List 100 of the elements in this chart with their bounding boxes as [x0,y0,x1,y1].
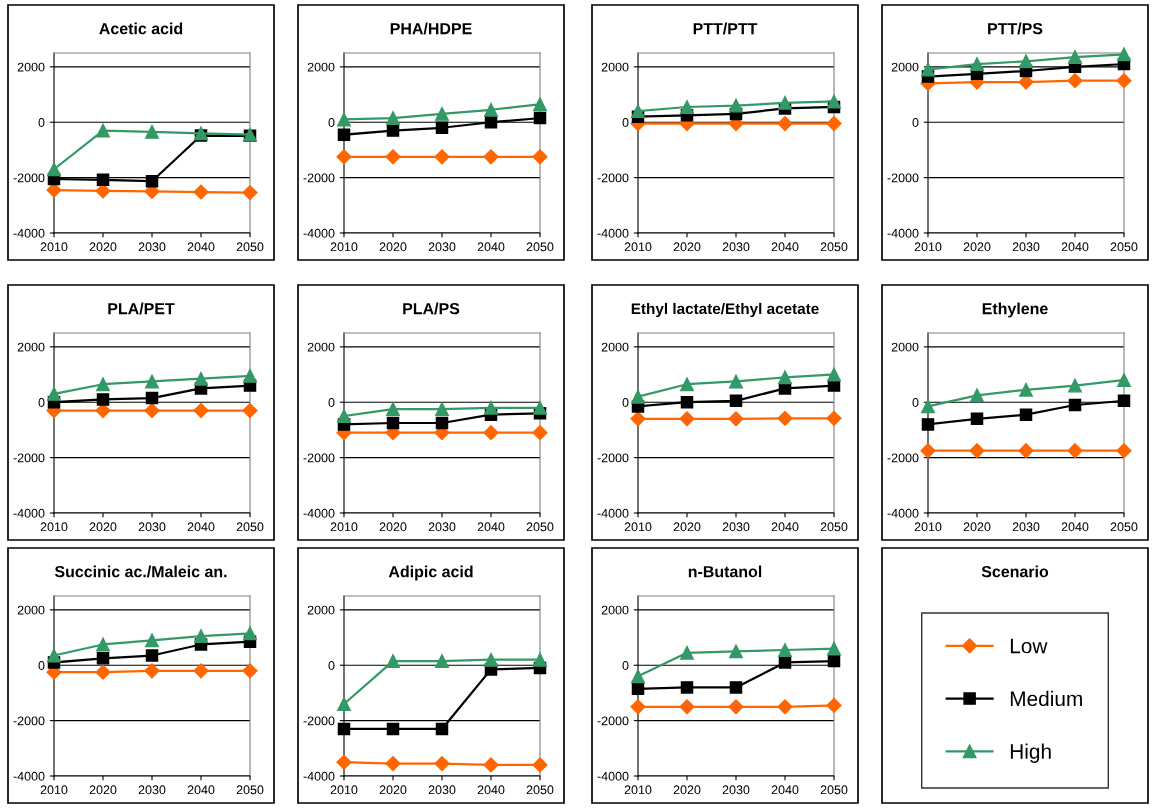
x-tick-label: 2030 [138,522,166,532]
x-tick-label: 2040 [187,242,215,252]
x-tick-label: 2010 [624,522,652,532]
y-tick-label: -4000 [13,771,45,781]
y-tick-label: 2000 [891,342,919,352]
x-tick-label: 2010 [40,785,68,795]
y-tick-label: 0 [912,398,919,407]
y-tick-label: -2000 [13,173,45,183]
y-tick-label: -4000 [303,228,335,238]
x-tick-label: 2030 [722,785,750,795]
y-tick-label: 2000 [17,342,45,352]
x-tick-label: 2010 [330,785,358,795]
y-tick-label: 0 [622,398,629,407]
x-tick-label: 2040 [771,785,799,795]
y-tick-label: -2000 [303,173,335,183]
y-tick-label: -2000 [887,173,919,183]
x-tick-label: 2050 [236,242,264,252]
chart-title: Ethylene [982,302,1048,318]
chart-title: PTT/PTT [693,22,758,35]
y-tick-label: 2000 [307,62,335,72]
legend-label: High [1010,743,1051,763]
x-tick-label: 2030 [428,242,456,252]
chart-title: Acetic acid [99,22,183,35]
y-tick-label: -4000 [597,228,629,238]
y-tick-label: 2000 [307,342,335,352]
y-tick-label: -4000 [303,771,335,781]
y-tick-label: -2000 [597,173,629,183]
x-tick-label: 2040 [477,522,505,532]
legend-label: Low [1010,638,1048,654]
y-tick-label: -4000 [597,508,629,518]
x-tick-label: 2030 [428,522,456,532]
x-tick-label: 2030 [722,522,750,532]
x-tick-label: 2030 [138,242,166,252]
chart-title: n-Butanol [688,565,762,578]
x-tick-label: 2020 [673,785,701,795]
chart-title: PTT/PS [988,22,1043,35]
y-tick-label: 2000 [601,62,629,72]
y-tick-label: -4000 [303,508,335,518]
y-tick-label: -4000 [887,228,919,238]
x-tick-label: 2040 [1061,242,1089,252]
y-tick-label: -2000 [597,453,629,463]
x-tick-label: 2050 [820,785,848,795]
y-tick-label: -2000 [303,716,335,726]
y-tick-label: 2000 [17,62,45,72]
x-tick-label: 2010 [914,242,942,252]
x-tick-label: 2040 [477,242,505,252]
x-tick-label: 2050 [820,522,848,532]
y-tick-label: 2000 [891,62,919,72]
x-tick-label: 2050 [1110,242,1138,252]
y-tick-label: 0 [38,661,45,670]
x-tick-label: 2030 [722,242,750,252]
y-tick-label: -2000 [887,453,919,463]
y-tick-label: 2000 [601,342,629,352]
x-tick-label: 2030 [1012,522,1040,532]
chart-title: PHA/HDPE [390,22,472,35]
x-tick-label: 2010 [624,242,652,252]
y-tick-label: 0 [38,118,45,127]
x-tick-label: 2020 [963,522,991,532]
y-tick-label: -4000 [597,771,629,781]
chart-title: Succinic ac./Maleic an. [54,565,227,578]
y-tick-label: 2000 [17,605,45,615]
x-tick-label: 2010 [624,785,652,795]
y-tick-label: -2000 [13,453,45,463]
x-tick-label: 2020 [379,522,407,532]
y-tick-label: 0 [328,661,335,670]
y-tick-label: 0 [328,118,335,127]
x-tick-label: 2040 [771,242,799,252]
x-tick-label: 2030 [138,785,166,795]
x-tick-label: 2020 [379,785,407,795]
x-tick-label: 2050 [1110,522,1138,532]
y-tick-label: -4000 [13,508,45,518]
chart-title: Ethyl lactate/Ethyl acetate [631,302,819,318]
y-tick-label: 0 [328,398,335,407]
x-tick-label: 2050 [526,785,554,795]
x-tick-label: 2010 [330,242,358,252]
x-tick-label: 2020 [673,242,701,252]
y-tick-label: 0 [38,398,45,407]
y-tick-label: 2000 [307,605,335,615]
x-tick-label: 2050 [820,242,848,252]
x-tick-label: 2020 [89,785,117,795]
y-tick-label: -4000 [13,228,45,238]
x-tick-label: 2040 [477,785,505,795]
legend-label: Medium [1010,690,1082,707]
x-tick-label: 2040 [1061,522,1089,532]
x-tick-label: 2010 [914,522,942,532]
y-tick-label: 0 [912,118,919,127]
y-tick-label: -2000 [303,453,335,463]
x-tick-label: 2050 [526,522,554,532]
x-tick-label: 2030 [428,785,456,795]
y-tick-label: 2000 [601,605,629,615]
chart-title: PLA/PET [108,302,175,315]
x-tick-label: 2020 [89,242,117,252]
y-tick-label: 0 [622,661,629,670]
x-tick-label: 2010 [330,522,358,532]
chart-title: PLA/PS [403,302,460,315]
x-tick-label: 2020 [89,522,117,532]
y-tick-label: -2000 [13,716,45,726]
y-tick-label: -2000 [597,716,629,726]
x-tick-label: 2020 [379,242,407,252]
x-tick-label: 2010 [40,242,68,252]
